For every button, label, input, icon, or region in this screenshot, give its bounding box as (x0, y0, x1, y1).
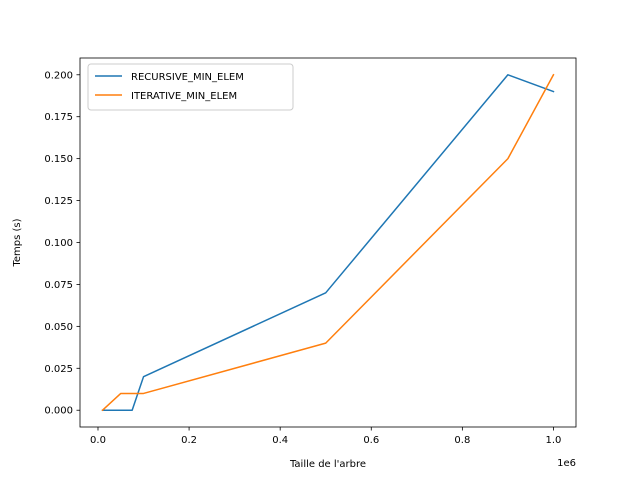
x-tick-label: 0.6 (363, 435, 379, 446)
series-lines (101, 73, 555, 412)
y-tick-label: 0.175 (44, 112, 73, 123)
y-axis-label: Temps (s) (12, 218, 23, 267)
legend-label-1: ITERATIVE_MIN_ELEM (131, 91, 237, 102)
y-tick-label: 0.025 (44, 364, 73, 375)
legend-box (87, 63, 294, 111)
series-line-0 (101, 74, 555, 411)
x-tick-label: 0.4 (272, 435, 288, 446)
y-tick-label: 0.200 (44, 70, 73, 81)
x-axis-multiplier: 1e6 (557, 458, 576, 469)
y-tick-label: 0.100 (44, 238, 73, 249)
x-axis-label: Taille de l'arbre (289, 459, 366, 470)
y-tick-label: 0.075 (44, 280, 73, 291)
y-tick-label: 0.150 (44, 154, 73, 165)
y-tick-label: 0.050 (44, 322, 73, 333)
y-tick-label: 0.125 (44, 196, 73, 207)
y-axis-ticks: 0.000 0.025 0.050 0.075 0.100 0.125 0.150 0.175… (44, 70, 80, 417)
x-tick-label: 0.2 (181, 435, 197, 446)
plot-area (80, 58, 576, 427)
y-tick-label: 0.000 (44, 406, 73, 417)
x-tick-label: 0.8 (454, 435, 470, 446)
x-tick-label: 0.0 (90, 435, 106, 446)
legend-label-0: RECURSIVE_MIN_ELEM (131, 72, 244, 83)
x-tick-label: 1.0 (546, 435, 562, 446)
series-line-1 (101, 73, 555, 412)
x-axis-ticks: 0.0 0.2 0.4 0.6 0.8 1.0 (90, 427, 561, 446)
legend: RECURSIVE_MIN_ELEM ITERATIVE_MIN_ELEM (87, 63, 294, 111)
